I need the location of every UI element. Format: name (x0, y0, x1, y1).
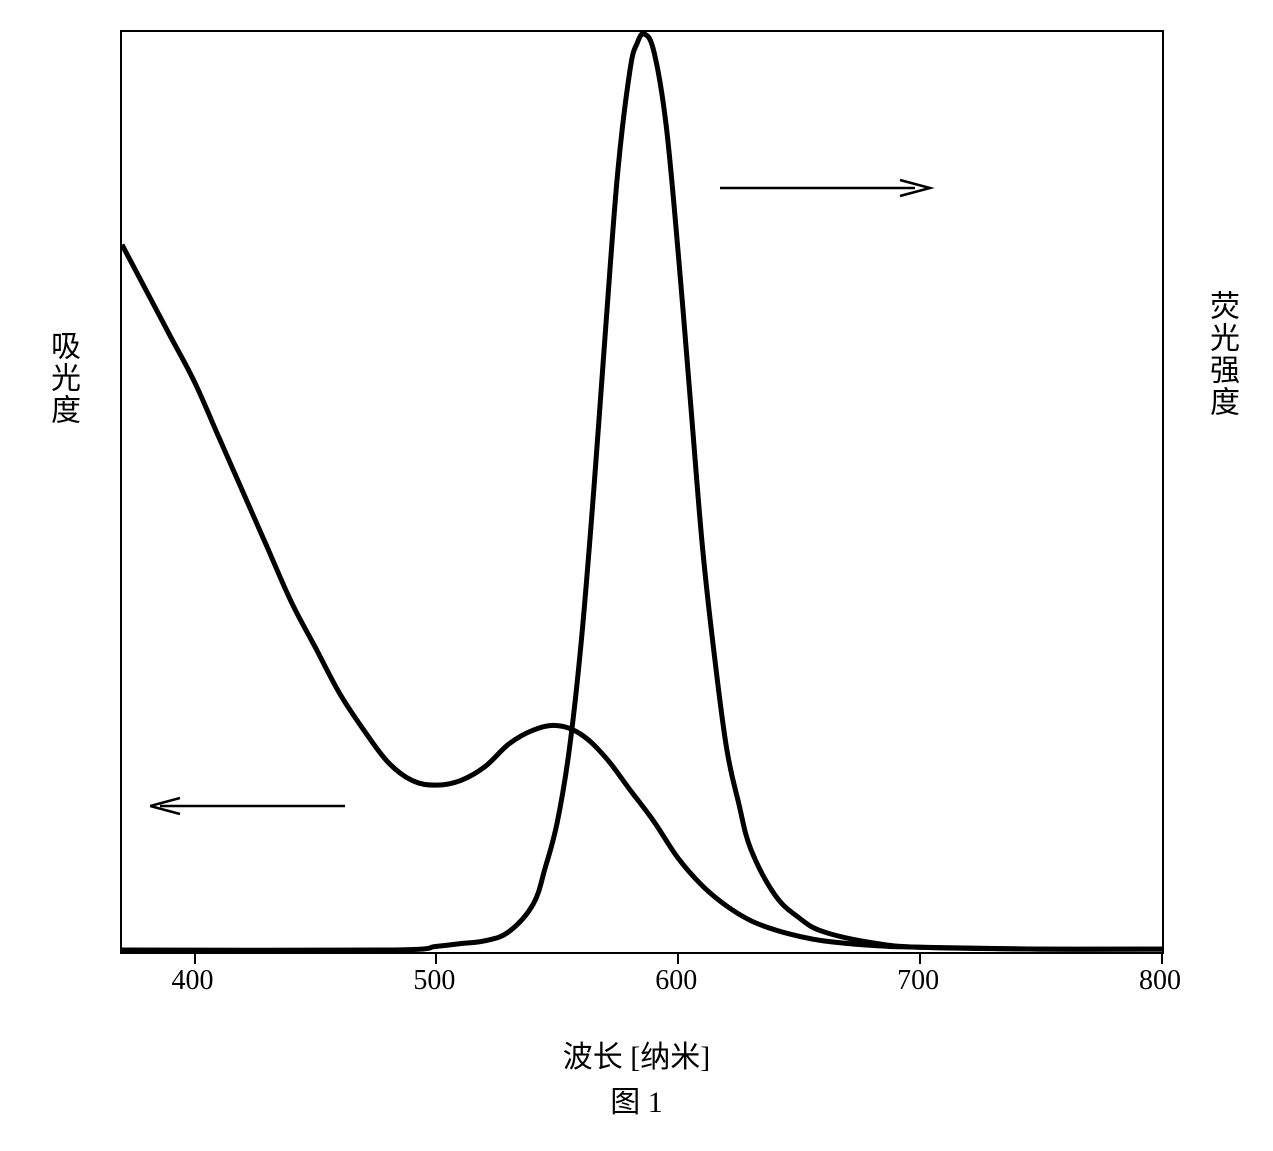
x-tick-mark (1161, 952, 1163, 964)
x-tick-label: 700 (897, 965, 939, 997)
x-tick-label: 600 (655, 965, 697, 997)
x-tick-label: 500 (413, 965, 455, 997)
x-tick-mark (919, 952, 921, 964)
arrow-right-icon (720, 178, 940, 198)
arrow-left-icon (150, 796, 355, 816)
absorption-curve (122, 245, 1162, 950)
x-tick-mark (194, 952, 196, 964)
x-axis-label: 波长 [纳米] (563, 1032, 710, 1076)
y-axis-label-left: 吸光度 (40, 330, 84, 426)
x-tick-label: 800 (1139, 965, 1181, 997)
x-tick-mark (435, 952, 437, 964)
x-tick-label: 400 (172, 965, 214, 997)
figure-label: 图 1 (610, 1077, 663, 1121)
x-tick-mark (677, 952, 679, 964)
chart-container: 吸光度 荧光强度 400 500 600 700 800 波长 [纳米] 图 1 (20, 20, 1253, 1131)
y-axis-label-right: 荧光强度 (1199, 290, 1243, 418)
